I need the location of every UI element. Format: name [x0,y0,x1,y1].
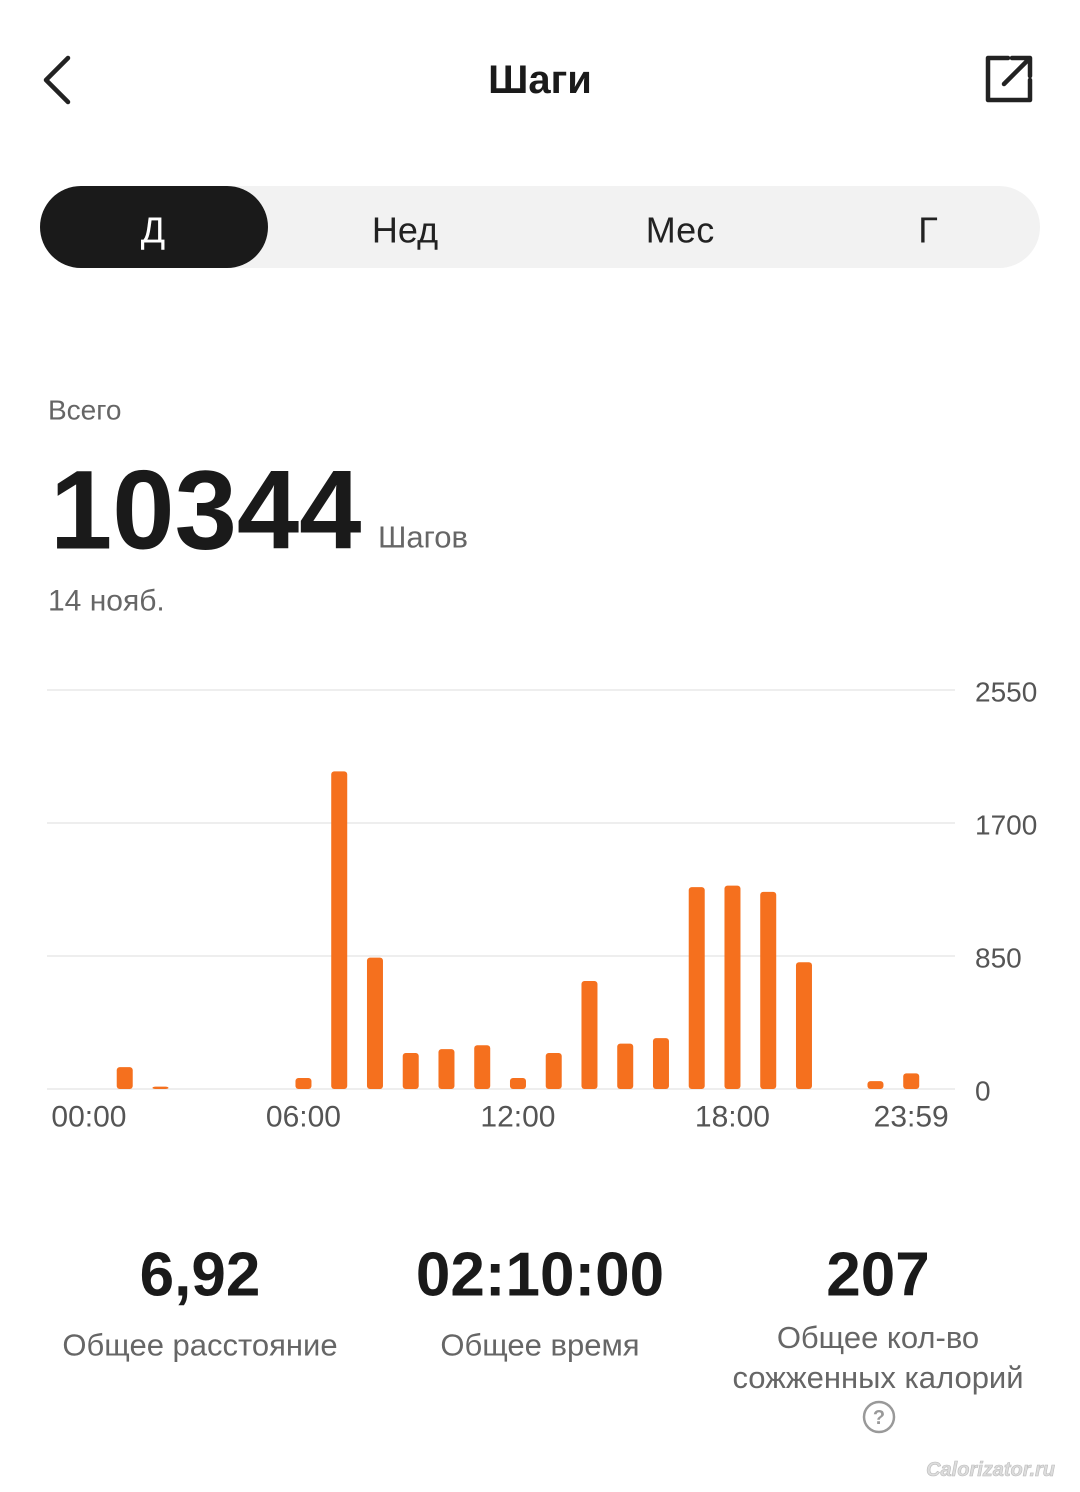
stat-label: Общее расстояние [62,1328,337,1363]
y-tick-label: 2550 [975,677,1037,708]
help-icon[interactable]: ? [862,1400,896,1434]
bar [366,957,383,1089]
summary-label: Всего [48,395,121,426]
bar [903,1073,920,1089]
tab[interactable]: Д [141,210,165,251]
tab-bar [40,186,1040,268]
x-tick-label: 06:00 [266,1101,341,1134]
stat-value: 6,92 [140,1241,261,1310]
bar [116,1067,133,1089]
bar [331,771,348,1089]
bar [509,1078,526,1089]
tab[interactable]: Мес [646,210,714,251]
x-tick-label: 23:59 [874,1101,949,1134]
bar [581,981,598,1089]
stat-label: Общее время [440,1328,639,1363]
share-button[interactable] [985,55,1033,103]
bar [617,1043,634,1089]
page-title: Шаги [488,58,592,102]
x-tick-label: 12:00 [480,1101,555,1134]
bar [652,1038,669,1089]
x-tick-label: 18:00 [695,1101,770,1134]
bar [295,1078,312,1089]
svg-text:?: ? [873,1407,885,1429]
bar [474,1045,491,1089]
bar [152,1086,169,1089]
bar [867,1081,884,1089]
watermark: Calorizator.ru [926,1459,1055,1481]
x-tick-label: 00:00 [51,1101,126,1134]
back-button[interactable] [43,55,71,105]
stat-value: 02:10:00 [416,1241,664,1310]
bar [402,1053,419,1089]
y-tick-label: 850 [975,943,1022,974]
steps-unit: Шагов [378,520,468,555]
bar [724,885,741,1089]
y-tick-label: 0 [975,1076,991,1107]
bar [760,891,777,1089]
tab-active-pill [40,186,268,268]
bar [688,887,705,1089]
total-steps: 10344 [50,448,361,573]
tab[interactable]: Г [918,210,938,251]
tab[interactable]: Нед [372,210,438,251]
bar [438,1049,455,1089]
bar [795,962,812,1089]
y-tick-label: 1700 [975,810,1037,841]
stat-value: 207 [826,1241,929,1310]
bar [545,1053,562,1089]
date-label: 14 нояб. [48,585,165,618]
stat-label: Общее кол-во сожженных калорий [732,1320,1024,1395]
chart: 0 850 1700 2550 00:00 06:00 12:00 18:00 23:59 [47,677,1037,1134]
